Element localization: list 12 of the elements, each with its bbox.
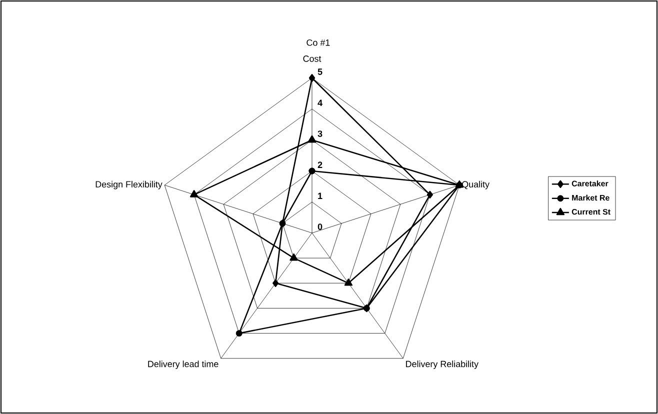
y-tick-label: 1: [318, 192, 322, 199]
y-tick-label: 0: [318, 224, 322, 230]
spoke-label: Design Flexibility: [96, 180, 162, 190]
spoke-label: Quality: [462, 180, 490, 190]
spoke-label: Cost: [303, 56, 322, 62]
y-tick-label: 4: [318, 100, 322, 106]
chart-title: Co #1: [306, 39, 330, 46]
spoke-label: Delivery lead time: [148, 360, 218, 369]
spoke-label: Delivery Reliability: [406, 360, 479, 369]
y-tick-label: 5: [318, 68, 322, 75]
y-tick-label: 3: [318, 130, 322, 137]
y-tick-label: 2: [318, 162, 322, 168]
